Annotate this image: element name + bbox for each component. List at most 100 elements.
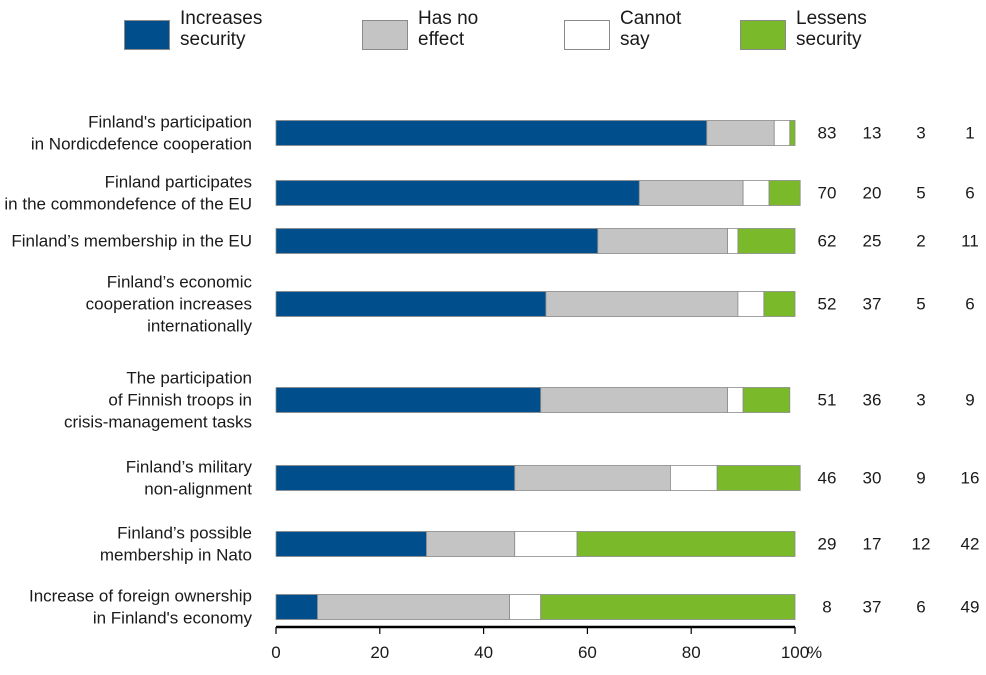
bar-segment xyxy=(426,531,516,557)
value-label: 5 xyxy=(916,184,925,203)
value-label: 16 xyxy=(961,469,980,488)
category-label: Finland's participation xyxy=(88,113,252,132)
legend-swatch xyxy=(564,20,610,50)
value-label: 6 xyxy=(965,184,974,203)
bar-segment xyxy=(716,465,801,491)
bar-segment xyxy=(742,180,770,206)
bar-segment xyxy=(275,120,708,146)
value-label: 42 xyxy=(961,535,980,554)
bar-segment xyxy=(540,594,796,620)
value-label: 49 xyxy=(961,598,980,617)
legend-label: Has no effect xyxy=(418,8,478,50)
value-label: 17 xyxy=(863,535,882,554)
bar-segment xyxy=(727,228,739,254)
value-label: 9 xyxy=(916,469,925,488)
legend-label: Lessens security xyxy=(796,8,867,50)
category-label: non-alignment xyxy=(144,480,252,499)
value-label: 46 xyxy=(818,469,837,488)
x-tick-label: 0 xyxy=(271,643,280,662)
bar-segment xyxy=(275,180,640,206)
bar-segment xyxy=(737,228,796,254)
value-label: 30 xyxy=(863,469,882,488)
legend-item: Cannot say xyxy=(564,8,681,50)
legend-label-line: security xyxy=(796,29,862,50)
bar-segment xyxy=(514,465,671,491)
bar-segment xyxy=(275,465,516,491)
bar-segment xyxy=(545,291,739,317)
category-label: in the commondefence of the EU xyxy=(4,195,252,214)
legend-label-line: Increases xyxy=(180,8,263,29)
x-tick-label: 80 xyxy=(682,643,701,662)
bar-segment xyxy=(540,387,728,413)
value-label: 62 xyxy=(818,232,837,251)
value-label: 3 xyxy=(916,391,925,410)
legend-label-line: Lessens xyxy=(796,8,867,29)
value-label: 3 xyxy=(916,124,925,143)
bar-segment xyxy=(275,291,547,317)
bar-segment xyxy=(597,228,728,254)
value-label: 37 xyxy=(863,295,882,314)
value-label: 29 xyxy=(818,535,837,554)
legend-label-line: Cannot xyxy=(620,8,682,29)
legend-label: Increases security xyxy=(180,8,262,50)
bar-segment xyxy=(275,594,318,620)
bar-segment xyxy=(763,291,796,317)
x-unit-label: % xyxy=(807,643,822,662)
bar-segment xyxy=(670,465,718,491)
value-label: 52 xyxy=(818,295,837,314)
category-label: Finland participates xyxy=(105,173,252,192)
legend-swatch xyxy=(362,20,408,50)
value-label: 20 xyxy=(863,184,882,203)
value-label: 37 xyxy=(863,598,882,617)
bar-segment xyxy=(706,120,775,146)
legend-label-line: effect xyxy=(418,29,465,50)
legend-item: Increases security xyxy=(124,8,262,50)
bar-segment xyxy=(737,291,765,317)
x-tick-label: 60 xyxy=(578,643,597,662)
bar-segment xyxy=(773,120,791,146)
value-label: 8 xyxy=(822,598,831,617)
legend-label-line: Has no xyxy=(418,8,479,29)
value-label: 9 xyxy=(965,391,974,410)
value-label: 6 xyxy=(916,598,925,617)
value-label: 70 xyxy=(818,184,837,203)
bar-segment xyxy=(275,387,542,413)
x-tick-label: 20 xyxy=(370,643,389,662)
legend-swatch xyxy=(740,20,786,50)
bar-segment xyxy=(638,180,744,206)
category-label: of Finnish troops in xyxy=(108,391,252,410)
category-label: crisis-management tasks xyxy=(64,413,252,432)
value-label: 2 xyxy=(916,232,925,251)
category-label: Finland’s possible xyxy=(117,524,252,543)
category-label: Finland’s membership in the EU xyxy=(11,232,252,251)
category-label: Finland’s economic xyxy=(107,273,253,292)
bar-segment xyxy=(742,387,791,413)
legend-item: Has no effect xyxy=(362,8,478,50)
bar-segment xyxy=(727,387,744,413)
category-label: Finland’s military xyxy=(126,458,253,477)
category-label: in Nordicdefence cooperation xyxy=(31,135,252,154)
value-label: 6 xyxy=(965,295,974,314)
bar-segment xyxy=(275,228,599,254)
legend-label: Cannot say xyxy=(620,8,681,50)
bar-segment xyxy=(789,120,796,146)
value-label: 13 xyxy=(863,124,882,143)
value-label: 36 xyxy=(863,391,882,410)
value-label: 25 xyxy=(863,232,882,251)
category-label: Increase of foreign ownership xyxy=(29,587,252,606)
category-label: internationally xyxy=(147,317,252,336)
bar-segment xyxy=(317,594,510,620)
value-label: 51 xyxy=(818,391,837,410)
category-label: in Finland's economy xyxy=(93,609,253,628)
bar-segment xyxy=(509,594,542,620)
bar-segment xyxy=(576,531,796,557)
value-label: 11 xyxy=(961,232,979,251)
legend-label-line: say xyxy=(620,29,650,50)
legend-swatch xyxy=(124,20,170,50)
bar-segment xyxy=(275,531,427,557)
bar-segment xyxy=(514,531,578,557)
category-label: membership in Nato xyxy=(100,546,252,565)
x-tick-label: 100 xyxy=(781,643,809,662)
bar-segment xyxy=(768,180,801,206)
